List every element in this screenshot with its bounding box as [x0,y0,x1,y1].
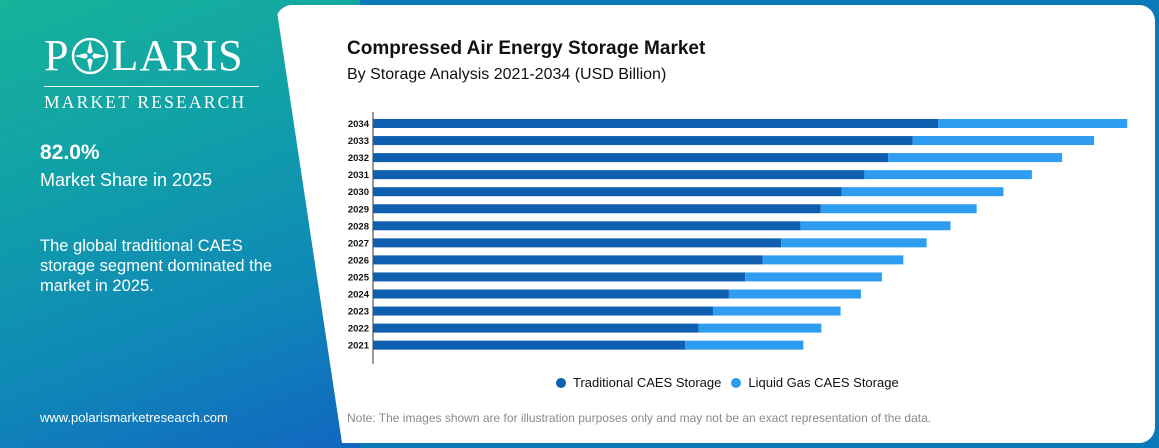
bar-traditional-2033 [373,136,913,146]
segment-description: The global traditional CAES storage segm… [40,237,273,295]
y-tick-label: 2030 [348,187,369,198]
bar-chart: 2034 2033 2032 2031 2030 2029 2028 2027 2026 2025… [348,112,1128,364]
bar-traditional-2028 [373,221,801,231]
bar-traditional-2032 [373,153,889,163]
bar-liquid-gas-2030 [841,187,1004,197]
bar-liquid-gas-2029 [820,204,977,214]
bar-liquid-gas-2022 [698,323,822,333]
bar-traditional-2026 [373,255,763,265]
y-tick-label: 2032 [348,153,369,164]
y-tick-label: 2034 [348,119,370,130]
bar-liquid-gas-2025 [745,272,882,282]
disclaimer-note: Note: The images shown are for illustrat… [347,411,932,425]
bar-liquid-gas-2032 [888,153,1063,163]
bar-liquid-gas-2024 [728,289,861,299]
logo-letter-p: P [44,31,70,80]
polaris-logo: P LARIS MARKET RESEARCH [44,34,259,113]
chart-title: Compressed Air Energy Storage Market [347,38,706,59]
bar-traditional-2034 [373,119,939,128]
bar-traditional-2023 [373,306,714,316]
bar-liquid-gas-2021 [685,340,804,350]
legend-item-liquid-gas: Liquid Gas CAES Storage [731,375,899,390]
website-link[interactable]: www.polarismarketresearch.com [40,410,228,425]
y-tick-label: 2029 [348,204,369,215]
bar-traditional-2024 [373,289,729,299]
bar-traditional-2025 [373,272,746,282]
y-tick-label: 2023 [348,307,369,318]
bar-traditional-2022 [373,323,699,333]
bar-liquid-gas-2023 [713,306,841,316]
y-tick-label: 2024 [348,290,370,301]
y-tick-label: 2027 [348,238,369,249]
bar-liquid-gas-2031 [864,170,1032,180]
legend-swatch-traditional [556,377,566,388]
bar-liquid-gas-2026 [762,255,904,265]
logo-letters-laris: LARIS [111,31,244,80]
bar-liquid-gas-2028 [800,221,951,231]
logo-subtitle: MARKET RESEARCH [44,92,247,112]
chart-legend: Traditional CAES Storage Liquid Gas CAES… [556,375,909,390]
bar-traditional-2027 [373,238,782,248]
y-tick-label: 2022 [348,324,369,335]
bar-traditional-2021 [373,340,686,350]
y-tick-label: 2026 [348,255,369,266]
logo-wordmark: P LARIS [44,34,259,78]
legend-swatch-liquid-gas [731,377,742,388]
logo-divider [44,86,259,87]
bar-liquid-gas-2034 [938,119,1128,128]
y-tick-label: 2021 [348,341,370,352]
legend-label-traditional: Traditional CAES Storage [573,375,722,390]
legend-item-traditional: Traditional CAES Storage [556,375,721,390]
bar-traditional-2029 [373,204,821,214]
bar-liquid-gas-2027 [781,238,927,248]
legend-label-liquid-gas: Liquid Gas CAES Storage [748,375,899,390]
y-tick-label: 2025 [348,272,370,283]
market-share-value: 82.0% [40,141,100,164]
y-tick-label: 2033 [348,136,369,147]
bar-traditional-2030 [373,187,842,197]
market-share-label: Market Share in 2025 [40,170,213,190]
y-tick-label: 2031 [348,170,370,181]
bar-traditional-2031 [373,170,865,180]
chart-subtitle: By Storage Analysis 2021-2034 (USD Billi… [347,66,667,83]
y-tick-label: 2028 [348,221,369,232]
compass-star-icon [72,37,109,75]
bar-liquid-gas-2033 [912,136,1095,146]
